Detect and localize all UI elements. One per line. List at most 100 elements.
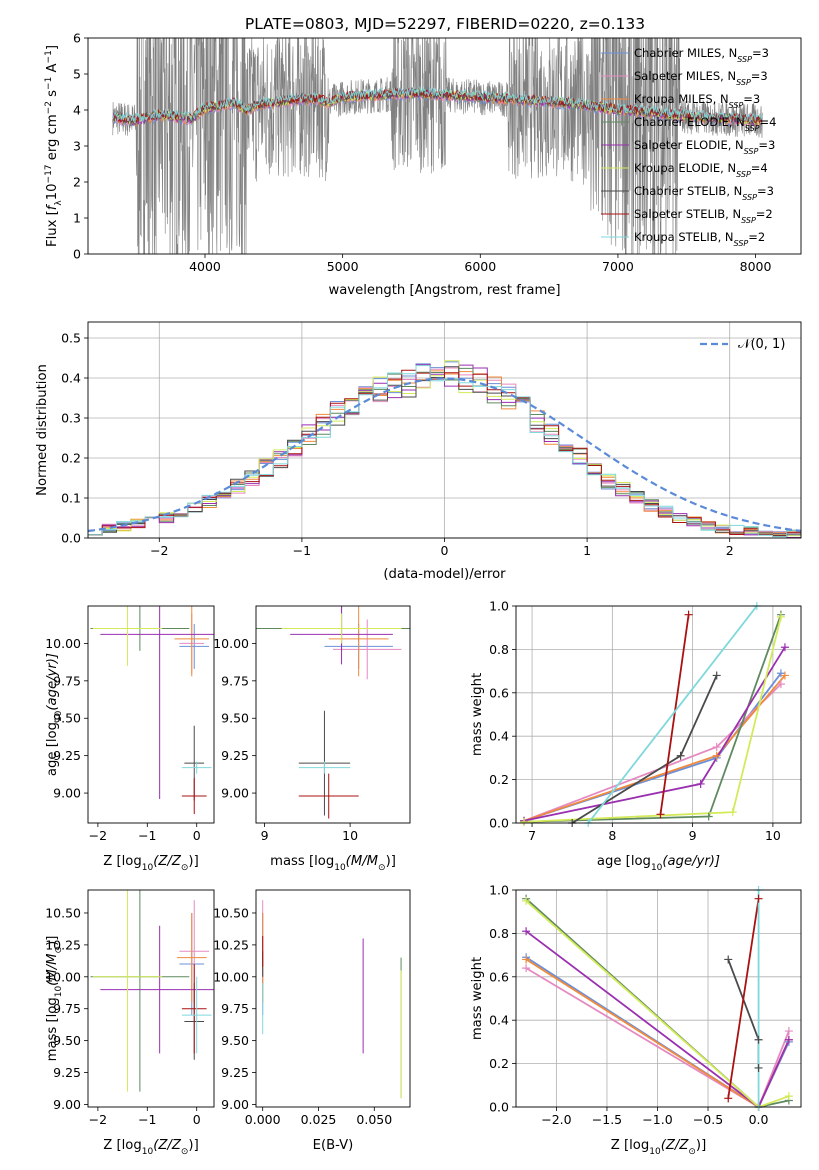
mass-weight-marker (754, 1063, 763, 1072)
y-tick-label: 10.25 (45, 937, 81, 952)
legend-label-2: Kroupa MILES, NSSP=3 (634, 92, 760, 110)
mass-weight-marker (522, 896, 531, 905)
x-tick-label: 9 (261, 828, 269, 843)
panel-massweight_vs_Z: −2.0 −1.5 −1.0 −0.5 0.0 0.0 0.2 0.4 0.6 0.8 1.0 Z [… (470, 883, 802, 1157)
mass-weight-marker (522, 964, 531, 973)
axes-frame (515, 889, 802, 1108)
mass-weight-marker (522, 955, 531, 964)
y-tick-label: 9.25 (53, 748, 81, 763)
x-tick-label: −2.0 (541, 1112, 571, 1127)
x-axis-label: Z [log10(Z/Z⊙)] (103, 854, 198, 873)
x-tick-label: 0.025 (301, 1112, 337, 1127)
panel-massweight_vs_age: 7 8 9 10 0.0 0.2 0.4 0.6 0.8 1.0 age [log10(age/yr… (470, 599, 802, 873)
y-tick-label: 0.2 (489, 772, 509, 787)
y-tick-label: 10.25 (213, 937, 249, 952)
plot-area (88, 360, 801, 538)
y-tick-label: 0.6 (489, 685, 509, 700)
axes-frame (87, 37, 802, 255)
y-tick-label: 3 (73, 139, 81, 154)
axes-frame (255, 889, 411, 1108)
plot-area (90, 606, 214, 815)
x-axis-label: wavelength [Angstrom, rest frame] (328, 283, 560, 298)
mass-weight-marker (520, 817, 529, 826)
y-tick-label: 0.4 (489, 729, 509, 744)
y-tick-label: 10.00 (213, 969, 249, 984)
model-spectrum-8 (112, 85, 763, 123)
legend-label-0: Chabrier MILES, NSSP=3 (634, 46, 769, 64)
x-tick-label: −1.0 (642, 1112, 672, 1127)
y-tick-label: 0.4 (61, 371, 81, 386)
y-tick-label: 9.00 (221, 786, 249, 801)
mass-weight-marker (696, 779, 705, 788)
legend-gaussian-label: 𝒩(0, 1) (738, 337, 785, 352)
mass-weight-line-4 (525, 930, 790, 1107)
legend-label-4: Salpeter ELODIE, NSSP=3 (634, 138, 775, 156)
y-tick-label: 9.75 (221, 673, 249, 688)
plot-area (262, 900, 402, 1099)
x-tick-label: −1.5 (592, 1112, 622, 1127)
y-axis-label: mass weight (470, 957, 485, 1040)
axes-frame (255, 605, 411, 824)
mass-weight-marker (724, 1094, 733, 1103)
histogram-8 (88, 365, 801, 538)
y-tick-label: 5 (73, 67, 81, 82)
axes-frame (515, 605, 802, 824)
y-tick-label: 9.00 (53, 786, 81, 801)
y-tick-label: 10.50 (213, 905, 249, 920)
legend-label-7: Salpeter STELIB, NSSP=2 (634, 207, 773, 225)
panel-spectrum: 4000 5000 6000 7000 8000 0 1 2 3 4 5 6 wavelength [A… (44, 31, 802, 298)
y-tick-label: 10.50 (45, 905, 81, 920)
plot-area (523, 606, 786, 823)
x-tick-label: 4000 (189, 259, 221, 274)
y-tick-label: 0.2 (489, 1056, 509, 1071)
y-axis-label: age [log10(age/yr)] (45, 653, 64, 776)
y-tick-label: 9.50 (53, 711, 81, 726)
x-tick-label: −1 (138, 828, 156, 843)
y-tick-label: 0.5 (61, 331, 81, 346)
figure-title: PLATE=0803, MJD=52297, FIBERID=0220, z=0… (245, 15, 645, 33)
y-tick-label: 10.00 (45, 636, 81, 651)
y-tick-label: 0.4 (489, 1013, 509, 1028)
mass-weight-line-6 (727, 959, 760, 1068)
y-tick-label: 10.00 (213, 636, 249, 651)
axes-frame (87, 321, 802, 539)
y-tick-label: 0.0 (489, 1100, 509, 1115)
mass-weight-line-5 (523, 616, 782, 823)
mass-weight-line-8 (587, 606, 758, 823)
plot-area (90, 890, 214, 1092)
x-tick-label: 1 (583, 543, 591, 558)
y-tick-label: 4 (73, 103, 81, 118)
y-tick-label: 9.75 (53, 673, 81, 688)
mass-weight-marker (712, 743, 721, 752)
observed-spectrum (112, 38, 763, 254)
x-tick-label: −2 (150, 543, 168, 558)
y-axis-label: Flux [fλ10−17 erg cm−2 s−1 A−1] (44, 45, 64, 247)
x-axis-label: Z [log10(Z/Z⊙)] (611, 1138, 706, 1157)
y-tick-label: 0.6 (489, 969, 509, 984)
mass-weight-marker (724, 955, 733, 964)
y-tick-label: 2 (73, 175, 81, 190)
y-tick-label: 1.0 (489, 883, 509, 898)
gaussian-curve (88, 377, 801, 533)
y-axis-label: mass [log10(M/M⊙)] (45, 936, 64, 1062)
mass-weight-marker (684, 610, 693, 619)
mass-weight-line-7 (659, 614, 690, 815)
mass-weight-marker (754, 894, 763, 903)
mass-weight-marker (704, 812, 713, 821)
x-tick-label: 2 (726, 543, 734, 558)
x-tick-label: −1 (293, 543, 311, 558)
y-tick-label: 0.3 (61, 411, 81, 426)
y-tick-label: 1.0 (489, 599, 509, 614)
y-tick-label: 9.50 (53, 1033, 81, 1048)
x-axis-label: (data-model)/error (383, 567, 506, 582)
mass-weight-marker (776, 669, 785, 678)
mass-weight-line-3 (525, 898, 790, 1107)
y-tick-label: 0.0 (61, 531, 81, 546)
x-tick-label: −1 (138, 1112, 156, 1127)
mass-weight-line-2 (523, 674, 786, 822)
x-tick-label: 10 (342, 828, 358, 843)
plot-area (256, 606, 410, 819)
y-tick-label: 0.8 (489, 926, 509, 941)
y-tick-label: 9.75 (221, 1001, 249, 1016)
